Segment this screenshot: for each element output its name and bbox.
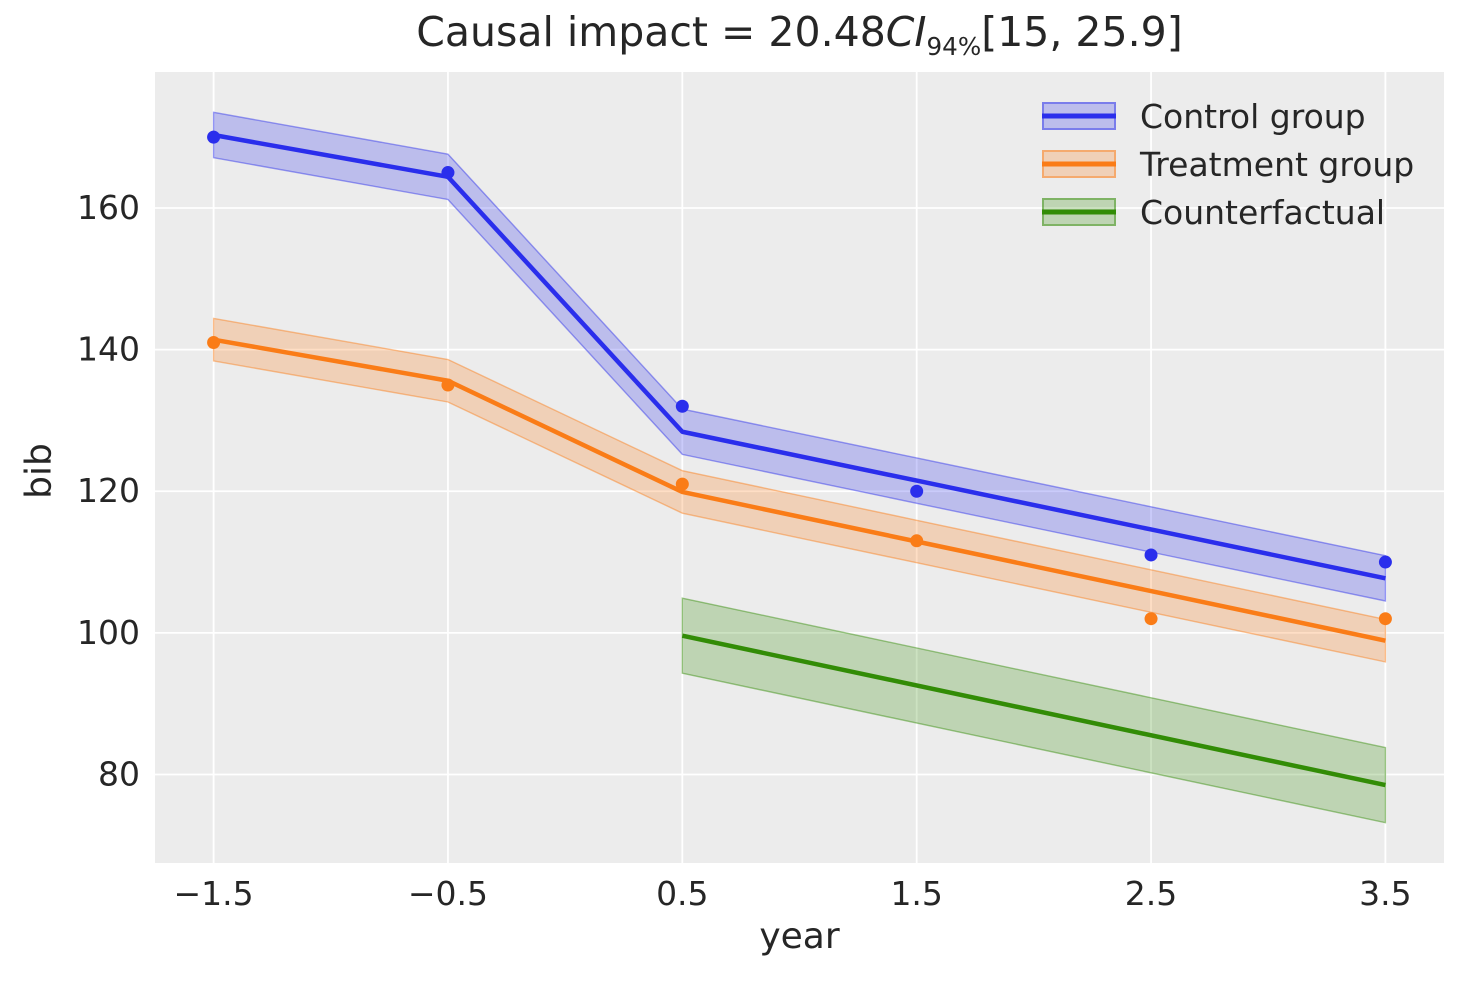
legend-item-control: Control group	[1042, 96, 1414, 136]
data-point	[441, 378, 455, 392]
x-tick-label: 1.5	[890, 874, 942, 913]
title-ci: CI	[885, 8, 927, 56]
y-tick-label: 140	[77, 330, 140, 369]
scatter-control-group	[207, 130, 1392, 569]
data-point	[1144, 612, 1158, 626]
title-ci-subscript: 94%	[926, 32, 982, 62]
y-tick-label: 100	[77, 613, 140, 652]
x-axis-label: year	[759, 916, 840, 957]
x-tick-label: 0.5	[656, 874, 708, 913]
legend-item-counterfactual: Counterfactual	[1042, 192, 1414, 232]
data-point	[675, 399, 689, 413]
legend: Control group Treatment group Counterfac…	[1042, 96, 1414, 232]
plot-area	[155, 72, 1444, 863]
legend-item-treatment: Treatment group	[1042, 144, 1414, 184]
title-interval: [15, 25.9]	[981, 8, 1183, 56]
data-point	[1378, 612, 1392, 626]
fit-line-counterfactual	[681, 633, 1386, 788]
x-tick-labels: −1.5 −0.5 0.5 1.5 2.5 3.5	[174, 874, 1412, 913]
data-point	[675, 477, 689, 491]
fit-line-treatment-group	[213, 337, 1386, 643]
legend-swatch-treatment	[1042, 150, 1116, 178]
data-point	[910, 484, 924, 498]
legend-label: Counterfactual	[1140, 192, 1386, 232]
data-point	[1378, 555, 1392, 569]
legend-swatch-control	[1042, 102, 1116, 130]
y-tick-label: 80	[98, 754, 140, 793]
x-tick-label: 2.5	[1125, 874, 1177, 913]
legend-label: Treatment group	[1140, 144, 1415, 184]
legend-line-icon	[1042, 113, 1116, 119]
scatter-treatment-group	[207, 336, 1392, 626]
legend-label: Control group	[1140, 96, 1366, 136]
gridlines	[155, 72, 1444, 863]
y-tick-label: 160	[77, 188, 140, 227]
title-prefix: Causal impact = 20.48	[416, 8, 886, 56]
legend-line-icon	[1042, 209, 1116, 215]
data-point	[1144, 548, 1158, 562]
y-tick-label: 120	[77, 471, 140, 510]
chart-title: Causal impact = 20.48CI94%[15, 25.9]	[155, 8, 1444, 59]
x-tick-label: −1.5	[174, 874, 254, 913]
y-axis-label: bib	[18, 443, 60, 499]
fit-line-control-group	[213, 132, 1386, 581]
x-tick-label: 3.5	[1359, 874, 1411, 913]
data-point	[441, 166, 455, 180]
data-point	[207, 336, 221, 350]
data-point	[910, 534, 924, 548]
y-tick-labels: 80 100 120 140 160	[77, 188, 140, 794]
x-tick-label: −0.5	[408, 874, 488, 913]
legend-swatch-counterfactual	[1042, 198, 1116, 226]
ci-band-treatment-group	[212, 317, 1387, 663]
data-point	[207, 130, 221, 144]
legend-line-icon	[1042, 161, 1116, 167]
